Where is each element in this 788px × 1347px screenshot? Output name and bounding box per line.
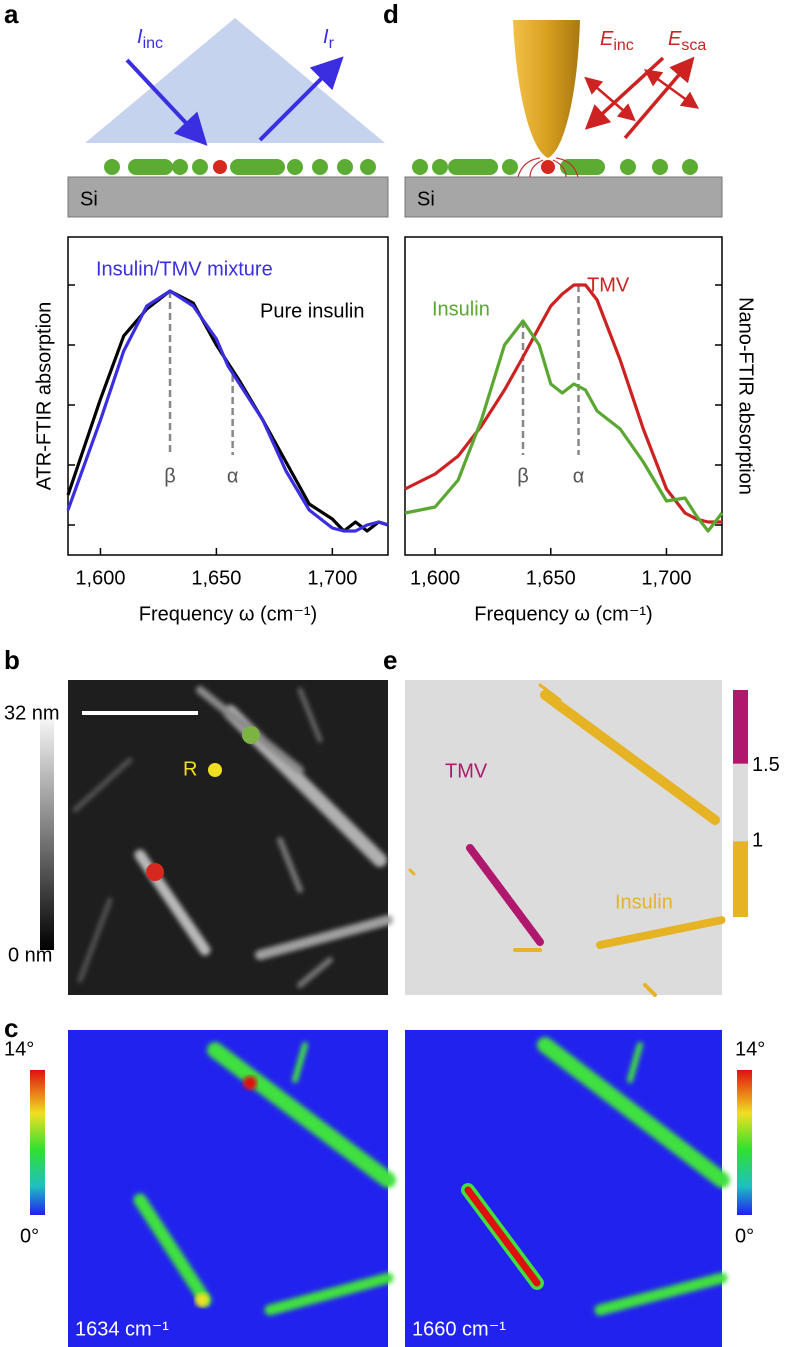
reference-label: R (183, 758, 197, 780)
tmv-particle (213, 160, 227, 174)
y-axis-label: Nano-FTIR absorption (735, 297, 757, 495)
colorbar-tick-label: 0° (20, 1225, 39, 1247)
x-tick-label: 1,700 (641, 567, 691, 589)
afm-tip (513, 20, 580, 158)
colorbar-tick-label: 14° (4, 1038, 34, 1060)
particles (412, 159, 698, 175)
colorbar-tick-label: 0° (735, 1225, 754, 1247)
y-axis-label: ATR-FTIR absorption (33, 302, 55, 491)
panel-label: c (4, 1013, 18, 1043)
phase-map (405, 1030, 730, 1347)
series-line (404, 319, 724, 533)
polarization (584, 76, 636, 122)
near-field-lines (517, 157, 579, 178)
particles (104, 159, 376, 175)
substrate-label: Si (417, 188, 435, 210)
x-axis-label: Frequency ω (cm⁻¹) (139, 603, 317, 625)
phase-map (68, 1030, 396, 1347)
series-line (66, 289, 389, 533)
x-tick-label: 1,600 (410, 567, 460, 589)
colorbar (40, 710, 54, 950)
panel-label: d (383, 0, 399, 29)
x-tick-label: 1,650 (526, 567, 576, 589)
x-tick-label: 1,650 (191, 567, 241, 589)
map-label: 1660 cm⁻¹ (412, 1318, 506, 1340)
colorbar-tick-label: 1.5 (752, 754, 780, 776)
substrate (67, 176, 389, 218)
incident-label: Iinc (137, 26, 163, 52)
annotation-label: α (227, 465, 239, 487)
plot-frame (67, 236, 389, 556)
plot-frame (404, 236, 723, 556)
colorbar-tick-label: 14° (735, 1038, 765, 1060)
series-label: Insulin/TMV mixture (96, 258, 273, 280)
series-line (404, 283, 722, 524)
colorbar-label: 32 nm (4, 702, 60, 724)
scattered-label: Esca (668, 28, 706, 54)
reflected-label: Ir (323, 26, 335, 52)
tmv-particle (541, 160, 555, 174)
colorbar-segment (733, 690, 748, 764)
substrate-label: Si (80, 188, 98, 210)
panel-label: b (4, 645, 20, 675)
x-axis-label: Frequency ω (cm⁻¹) (474, 603, 652, 625)
colorbar-label: 0 nm (8, 944, 52, 966)
series-label: Pure insulin (260, 300, 365, 322)
schematic-a: Iinc Ir Si (67, 18, 389, 218)
panel-label: a (4, 0, 19, 29)
annotation-label: β (164, 465, 176, 487)
annotation-label: α (573, 465, 585, 487)
schematic-d: Einc Esca Si (404, 20, 723, 218)
scattered-arrow (623, 56, 695, 140)
colorbar (737, 1070, 752, 1215)
panel-label: e (383, 645, 397, 675)
x-tick-label: 1,600 (75, 567, 125, 589)
polarization (643, 69, 700, 109)
reflected-arrow (258, 56, 344, 142)
x-tick-label: 1,700 (307, 567, 357, 589)
substrate (404, 176, 723, 218)
map-label: 1634 cm⁻¹ (75, 1318, 169, 1340)
tmv-label: TMV (445, 760, 488, 782)
topography-image (68, 680, 393, 995)
incident-label: Einc (600, 28, 634, 54)
insulin-label: Insulin (615, 891, 673, 913)
colorbar (30, 1070, 45, 1215)
series-label: TMV (587, 274, 630, 296)
series-line (66, 289, 389, 533)
ratio-map (405, 680, 726, 997)
incident-arrow (125, 58, 208, 146)
prism (85, 18, 385, 143)
colorbar-tick-label: 1 (752, 830, 763, 852)
annotation-label: β (517, 465, 529, 487)
colorbar-segment (733, 841, 748, 917)
series-label: Insulin (432, 298, 490, 320)
